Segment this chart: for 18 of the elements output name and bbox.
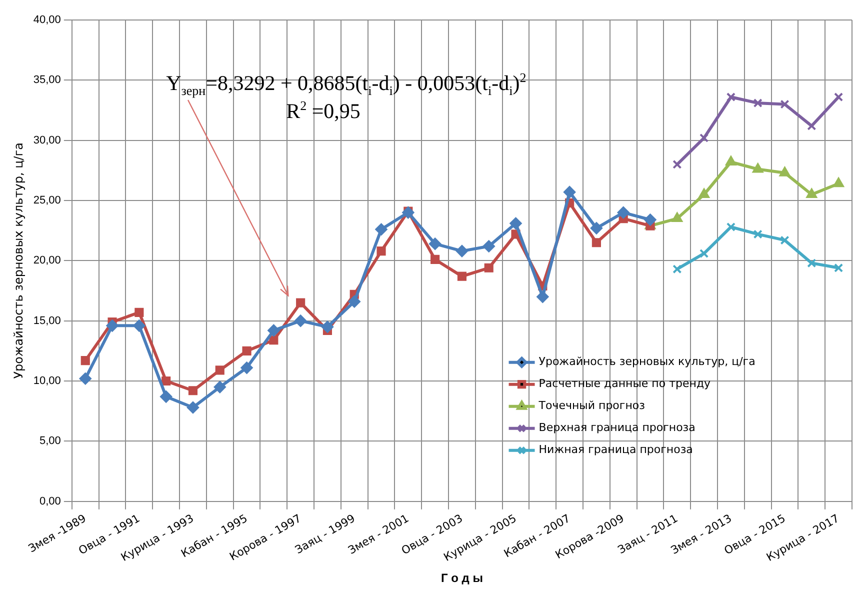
y-tick-label: 10,00 xyxy=(33,375,61,388)
legend-label: Нижная граница прогноза xyxy=(538,443,693,456)
x-axis-title: Г о д ы xyxy=(440,571,483,586)
y-tick-label: 20,00 xyxy=(33,254,61,267)
y-tick-label: 15,00 xyxy=(33,314,61,327)
text: Y$_{зерн}$=8,3292 + 0,8685(t$_{i}$-d$_{i}$) - 0,0053(t$_{i}$-d$_{i}$)$^{2}$ xyxy=(166,70,526,98)
legend-label: Верхная граница прогноза xyxy=(538,421,696,434)
y-tick-label: 25,00 xyxy=(33,194,61,207)
y-axis-title: Урожайность зерновых культур, ц/га xyxy=(11,142,26,379)
annotation: R$^{2}$ =0,95 xyxy=(286,98,360,124)
y-tick-label: 30,00 xyxy=(33,134,61,146)
y-tick-label: 0,00 xyxy=(40,495,61,508)
y-tick-label: 35,00 xyxy=(33,74,61,86)
legend-label: Точечный прогноз xyxy=(538,399,646,412)
legend-label: Урожайность зерновых культур, ц/га xyxy=(538,355,756,368)
y-tick-label: 40,00 xyxy=(33,14,61,26)
y-tick-label: 5,00 xyxy=(40,435,61,448)
legend-label: Расчетные данные по тренду xyxy=(538,377,712,390)
